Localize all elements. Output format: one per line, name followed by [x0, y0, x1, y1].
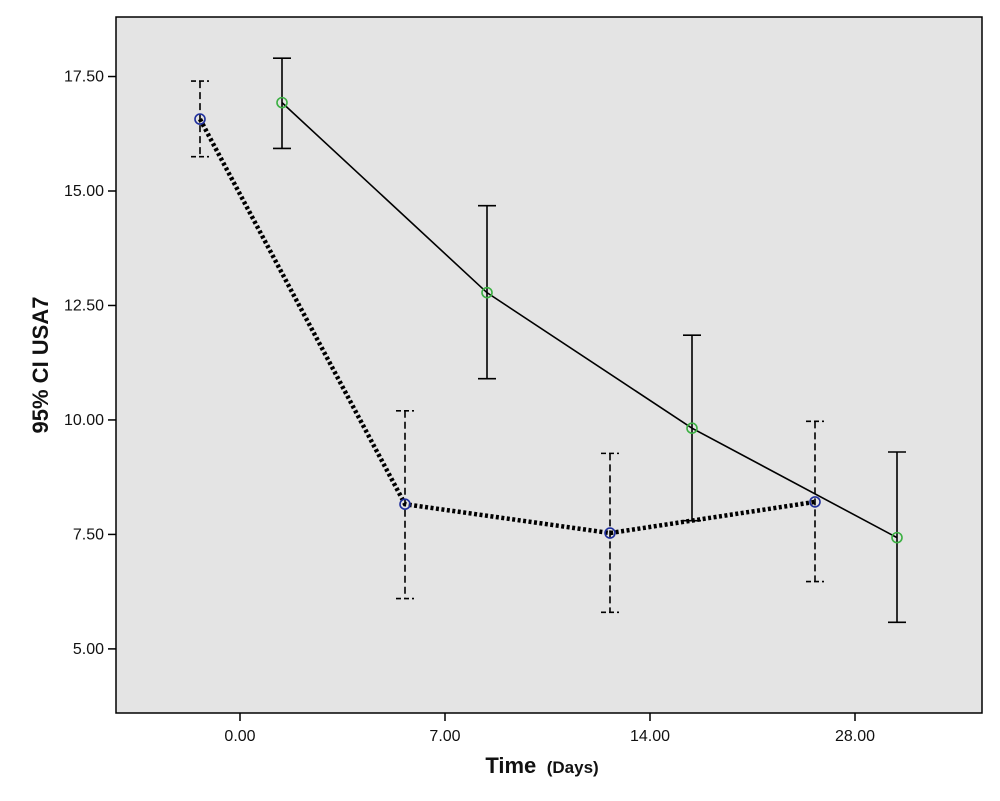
data-point-marker [399, 498, 411, 511]
data-point-marker [604, 527, 616, 539]
data-point-marker [276, 96, 288, 109]
x-axis-title-main: Time [485, 753, 536, 778]
y-tick-label: 12.50 [64, 297, 104, 314]
y-tick-label: 15.00 [64, 183, 104, 200]
x-tick-label: 0.00 [224, 728, 255, 745]
series-2 [273, 57, 906, 624]
series-layer [191, 57, 906, 624]
y-tick-label: 5.00 [73, 641, 104, 658]
x-tick-label: 14.00 [630, 728, 670, 745]
y-tick-label: 17.50 [64, 69, 104, 86]
data-point-marker [194, 113, 206, 125]
x-axis-title-unit: (Days) [547, 758, 599, 777]
x-tick-label: 7.00 [429, 728, 460, 745]
y-axis: 5.00 7.50 10.00 12.50 15.00 17.50 [64, 69, 116, 658]
x-axis-title: Time (Days) [485, 753, 598, 778]
series-line [198, 118, 816, 536]
series-1 [191, 80, 824, 614]
data-point-marker [809, 496, 821, 508]
x-tick-label: 28.00 [835, 728, 875, 745]
y-tick-label: 10.00 [64, 412, 104, 429]
data-point-marker [481, 286, 493, 299]
x-axis: 0.00 7.00 14.00 28.00 [224, 713, 875, 745]
data-point-marker [891, 531, 903, 544]
series-line [281, 102, 898, 539]
data-point-marker [686, 422, 698, 434]
plot-area [115, 16, 983, 714]
y-axis-title: 95% CI USA7 [28, 297, 53, 434]
y-tick-label: 7.50 [73, 526, 104, 543]
